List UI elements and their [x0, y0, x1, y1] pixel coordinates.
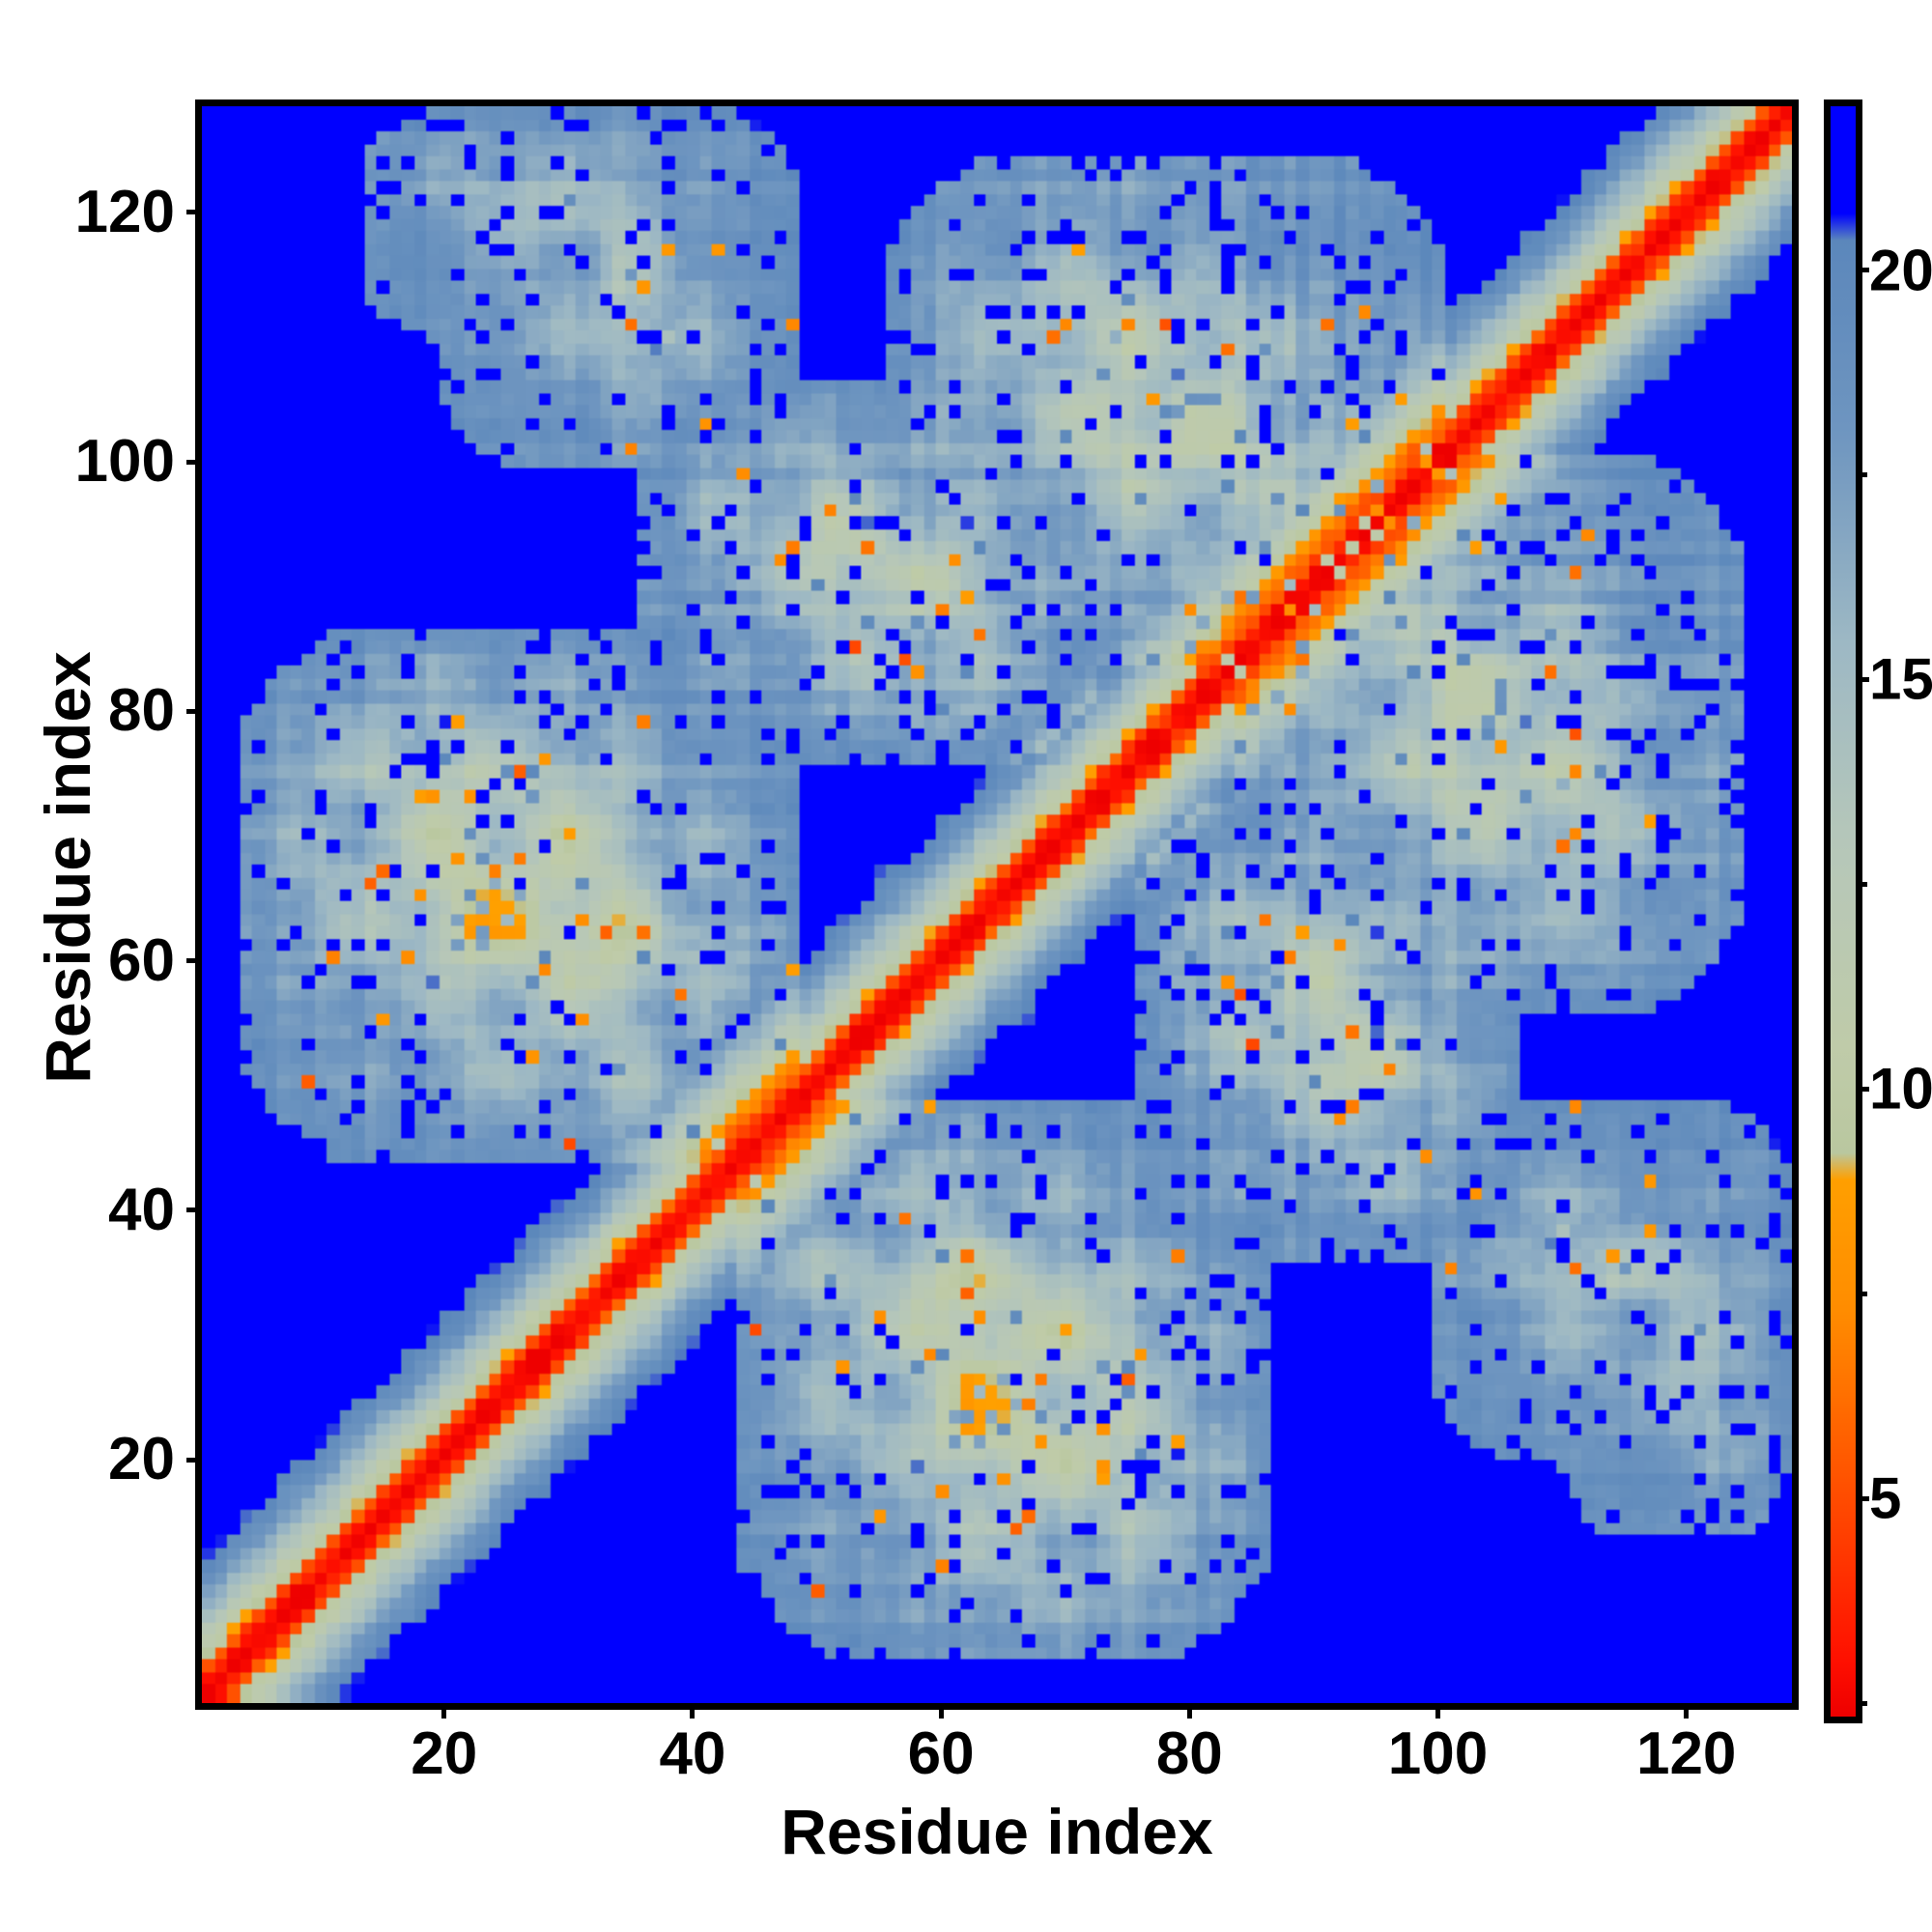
colorbar-tick-label-15: 15 — [1869, 646, 1932, 712]
y-tick-label-120: 120 — [74, 178, 175, 245]
y-tick-120 — [186, 210, 202, 215]
colorbar-minor-tick-2.5 — [1856, 1700, 1867, 1706]
y-tick-label-20: 20 — [108, 1426, 175, 1493]
colorbar-gradient — [1831, 106, 1856, 1717]
colorbar — [1824, 99, 1862, 1723]
y-tick-label-60: 60 — [108, 926, 175, 994]
y-tick-label-100: 100 — [74, 428, 175, 496]
y-tick-label-80: 80 — [108, 677, 175, 745]
colorbar-tick-label-5: 5 — [1869, 1465, 1902, 1531]
colorbar-tick-label-10: 10 — [1869, 1056, 1932, 1122]
x-tick-label-20: 20 — [411, 1720, 478, 1787]
x-axis-title: Residue index — [781, 1796, 1213, 1867]
colorbar-minor-tick-7.5 — [1856, 1291, 1867, 1296]
x-tick-label-100: 100 — [1387, 1720, 1489, 1787]
x-tick-80 — [1186, 1703, 1192, 1719]
x-tick-100 — [1435, 1703, 1440, 1719]
y-tick-100 — [186, 459, 202, 465]
y-tick-80 — [186, 708, 202, 714]
x-tick-40 — [690, 1703, 696, 1719]
colorbar-tick-10 — [1856, 1086, 1869, 1092]
x-tick-120 — [1684, 1703, 1690, 1719]
colorbar-tick-20 — [1856, 268, 1869, 273]
x-tick-20 — [441, 1703, 447, 1719]
x-tick-label-120: 120 — [1635, 1720, 1737, 1787]
colorbar-tick-15 — [1856, 676, 1869, 682]
colorbar-tick-label-20: 20 — [1869, 238, 1932, 303]
y-tick-60 — [186, 958, 202, 964]
x-tick-label-80: 80 — [1155, 1720, 1223, 1787]
x-tick-label-40: 40 — [659, 1720, 726, 1787]
heatmap-canvas — [202, 106, 1792, 1703]
y-tick-40 — [186, 1208, 202, 1213]
x-tick-label-60: 60 — [907, 1720, 975, 1787]
y-tick-label-40: 40 — [108, 1176, 175, 1243]
x-tick-60 — [938, 1703, 944, 1719]
y-tick-20 — [186, 1457, 202, 1463]
y-axis-title: Residue index — [32, 651, 103, 1084]
colorbar-minor-tick-17.5 — [1856, 471, 1867, 477]
heatmap-plot-area — [195, 99, 1799, 1710]
colorbar-tick-5 — [1856, 1495, 1869, 1501]
colorbar-minor-tick-12.5 — [1856, 881, 1867, 887]
